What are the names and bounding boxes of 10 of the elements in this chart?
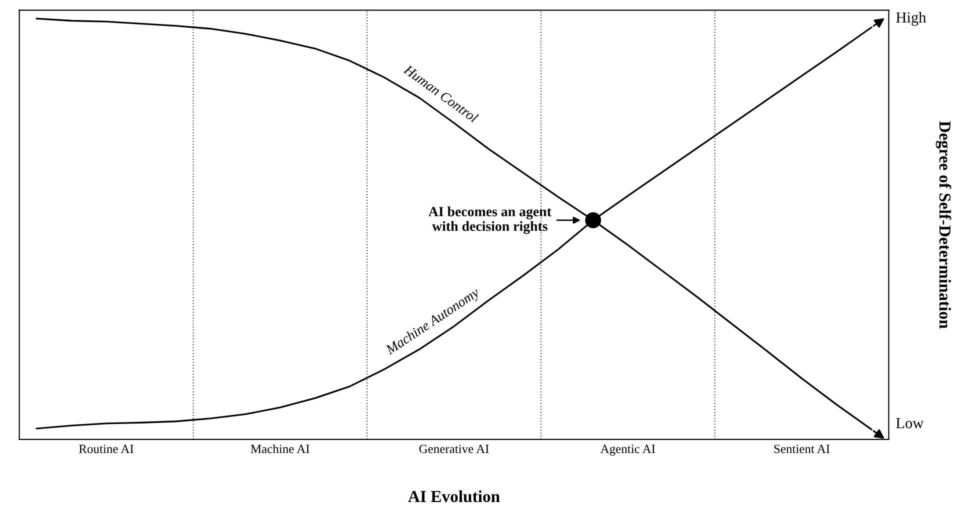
x-tick-label: Sentient AI <box>774 444 830 454</box>
text: Low <box>896 418 924 428</box>
x-tick-label: Machine AI <box>250 444 310 454</box>
y-axis-title: Degree of Self-Determination <box>936 121 952 329</box>
text: High <box>896 12 926 26</box>
annotation: AI becomes an agent with decision rights <box>428 206 552 234</box>
x-axis-title: AI Evolution <box>408 490 500 502</box>
x-tick-label: Routine AI <box>79 444 134 454</box>
x-tick-label: Agentic AI <box>600 444 656 456</box>
x-tick-label: Generative AI <box>419 444 489 454</box>
